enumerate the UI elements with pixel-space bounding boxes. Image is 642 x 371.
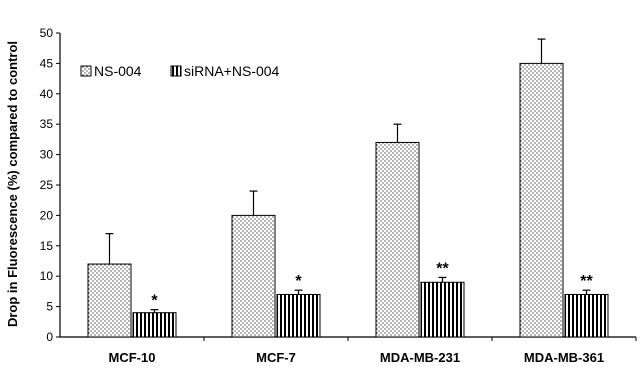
- category-label-mcf-10: MCF-10: [109, 350, 156, 365]
- bar-sirna-ns-004-mda-mb-231: [420, 281, 465, 338]
- category-label-mda-mb-231: MDA-MB-231: [380, 350, 460, 365]
- y-axis-label: Drop in Fluorescence (%) compared to con…: [5, 41, 20, 327]
- bar-sirna-ns-004-mda-mb-361: [564, 293, 609, 338]
- y-tick-label-20: 20: [40, 208, 54, 222]
- bar-ns-004-mda-mb-361: [519, 62, 564, 338]
- y-tick-label-0: 0: [46, 330, 53, 344]
- y-tick-label-30: 30: [40, 148, 54, 162]
- y-tick-label-10: 10: [40, 269, 54, 283]
- bar-ns-004-mcf-10: [87, 263, 132, 338]
- significance-label-1: *: [295, 273, 302, 290]
- labels: 0 5 10 15 20 25 30 35 40 45 50 * MCF-10 * MCF-7 ** MDA-M…: [40, 26, 604, 365]
- y-tick-label-40: 40: [40, 87, 54, 101]
- legend-swatch-sirna-ns004: [170, 65, 182, 77]
- legend: NS-004 siRNA+NS-004: [80, 63, 280, 79]
- category-label-mcf-7: MCF-7: [256, 350, 296, 365]
- legend-label-sirna-ns004: siRNA+NS-004: [184, 63, 280, 79]
- bar-sirna-ns-004-mcf-10: [132, 312, 177, 338]
- significance-label-3: **: [580, 273, 593, 290]
- significance-label-0: *: [151, 293, 158, 310]
- bar-sirna-ns-004-mcf-7: [276, 293, 321, 338]
- legend-label-ns004: NS-004: [94, 63, 142, 79]
- legend-swatch-ns004: [80, 65, 92, 77]
- y-tick-label-45: 45: [40, 56, 54, 70]
- y-tick-label-35: 35: [40, 117, 54, 131]
- bar-ns-004-mcf-7: [231, 214, 276, 338]
- y-tick-label-15: 15: [40, 239, 54, 253]
- y-tick-label-5: 5: [46, 300, 53, 314]
- bar-ns-004-mda-mb-231: [375, 141, 420, 338]
- y-tick-label-50: 50: [40, 26, 54, 40]
- category-label-mda-mb-361: MDA-MB-361: [524, 350, 604, 365]
- y-tick-label-25: 25: [40, 178, 54, 192]
- significance-label-2: **: [436, 260, 449, 277]
- bars: [87, 38, 609, 338]
